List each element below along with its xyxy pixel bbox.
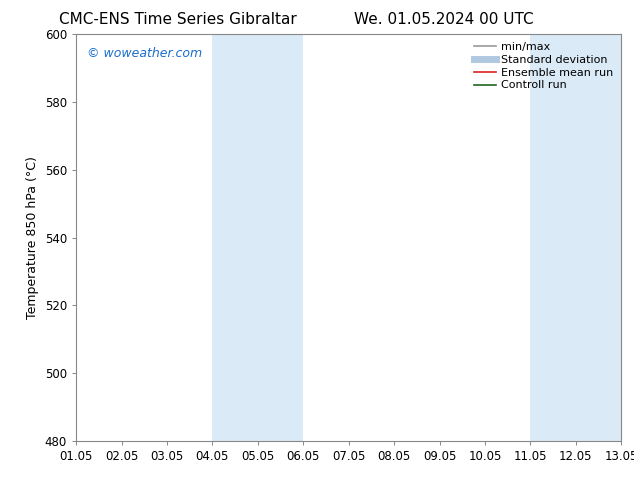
Text: We. 01.05.2024 00 UTC: We. 01.05.2024 00 UTC — [354, 12, 534, 27]
Y-axis label: Temperature 850 hPa (°C): Temperature 850 hPa (°C) — [26, 156, 39, 319]
Bar — [531, 34, 621, 441]
Text: CMC-ENS Time Series Gibraltar: CMC-ENS Time Series Gibraltar — [59, 12, 296, 27]
Legend: min/max, Standard deviation, Ensemble mean run, Controll run: min/max, Standard deviation, Ensemble me… — [471, 40, 616, 93]
Text: © woweather.com: © woweather.com — [87, 47, 202, 59]
Bar — [212, 34, 303, 441]
